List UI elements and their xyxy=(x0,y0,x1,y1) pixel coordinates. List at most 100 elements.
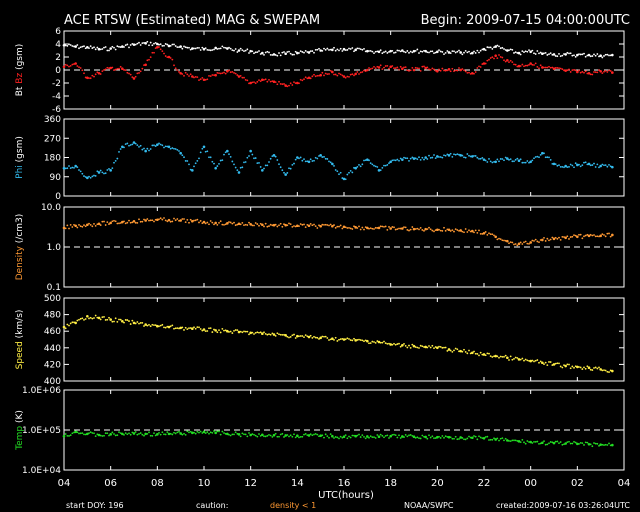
data-point-fill xyxy=(601,443,604,446)
data-point-fill xyxy=(316,157,319,160)
data-point-fill xyxy=(409,346,412,349)
data-point-fill xyxy=(346,173,349,176)
data-point-fill xyxy=(114,160,117,162)
data-point-fill xyxy=(311,337,314,339)
data-point xyxy=(86,223,89,227)
data-point-fill xyxy=(69,64,72,67)
data-point xyxy=(86,76,89,80)
data-point-fill xyxy=(169,44,172,47)
data-point-fill xyxy=(391,159,394,162)
y-tick-label: 0 xyxy=(55,66,61,76)
data-point-fill xyxy=(76,226,79,229)
data-point-fill xyxy=(336,340,339,342)
data-point-fill xyxy=(426,51,429,54)
data-point-fill xyxy=(386,52,389,54)
data-point-fill xyxy=(301,335,304,337)
data-point xyxy=(237,75,241,78)
data-point-fill xyxy=(66,64,69,67)
data-point-fill xyxy=(209,220,212,222)
data-point-fill xyxy=(233,163,235,166)
data-point xyxy=(354,339,357,342)
y-tick-label: 270 xyxy=(44,134,61,144)
data-point-fill xyxy=(201,222,204,225)
data-point-fill xyxy=(183,432,185,435)
data-point-fill xyxy=(534,440,537,443)
data-point-fill xyxy=(103,316,105,318)
data-point-fill xyxy=(198,79,200,82)
data-point-fill xyxy=(601,163,604,166)
data-point-fill xyxy=(596,367,599,370)
data-point-fill xyxy=(268,51,270,54)
y-tick-label: 180 xyxy=(44,154,61,164)
data-point-fill xyxy=(246,156,249,159)
data-point-fill xyxy=(283,223,285,226)
data-point-fill xyxy=(113,433,115,435)
data-point-fill xyxy=(303,78,305,81)
data-point-fill xyxy=(584,367,587,370)
data-point-fill xyxy=(346,337,349,340)
data-point-fill xyxy=(79,46,82,49)
data-point-fill xyxy=(158,43,160,46)
data-point-fill xyxy=(219,331,222,334)
data-point-fill xyxy=(101,220,104,223)
data-point-fill xyxy=(411,66,414,69)
data-point-fill xyxy=(311,50,314,52)
data-point-fill xyxy=(583,161,585,164)
data-point xyxy=(156,218,159,222)
data-point-fill xyxy=(279,333,282,336)
data-point-fill xyxy=(509,355,512,358)
data-point-fill xyxy=(439,50,442,53)
data-point-fill xyxy=(464,228,467,230)
data-point xyxy=(86,45,89,49)
data-point xyxy=(412,344,416,348)
data-point-fill xyxy=(569,442,572,445)
data-point xyxy=(377,50,381,54)
data-point xyxy=(202,145,206,149)
data-point-fill xyxy=(313,433,315,436)
data-point xyxy=(226,222,229,225)
data-point-fill xyxy=(316,336,319,339)
data-point-fill xyxy=(336,74,339,77)
data-point-fill xyxy=(174,432,177,435)
data-point xyxy=(132,321,136,325)
data-point-fill xyxy=(393,433,395,436)
data-point xyxy=(179,326,182,330)
data-point-fill xyxy=(593,367,595,369)
data-point-fill xyxy=(358,73,360,75)
data-point-fill xyxy=(371,227,374,230)
data-point-fill xyxy=(543,66,545,69)
data-point-fill xyxy=(544,51,547,54)
data-point-fill xyxy=(538,361,540,364)
data-point-fill xyxy=(341,50,344,52)
data-point-fill xyxy=(233,433,235,436)
data-point-fill xyxy=(353,225,355,228)
data-point-fill xyxy=(411,156,414,159)
data-point-fill xyxy=(591,445,594,448)
data-point-fill xyxy=(103,46,105,49)
data-point xyxy=(296,334,299,338)
data-point xyxy=(237,330,241,334)
data-point-fill xyxy=(606,232,609,235)
data-point-fill xyxy=(501,46,504,49)
data-point-fill xyxy=(266,80,269,83)
data-point-fill xyxy=(418,228,420,231)
data-point-fill xyxy=(428,51,430,54)
data-point-fill xyxy=(293,81,295,84)
data-point-fill xyxy=(278,333,280,336)
data-point-fill xyxy=(216,48,219,50)
data-point-fill xyxy=(281,169,284,172)
data-point-fill xyxy=(256,51,259,54)
data-point-fill xyxy=(314,432,317,435)
data-point-fill xyxy=(141,321,144,324)
data-point xyxy=(611,233,614,237)
data-point-fill xyxy=(438,68,440,71)
data-point-fill xyxy=(159,217,162,220)
data-point-fill xyxy=(101,48,104,50)
data-point-fill xyxy=(253,157,255,160)
data-point-fill xyxy=(381,225,384,228)
x-tick-label: 06 xyxy=(104,478,117,489)
data-point-fill xyxy=(274,223,277,226)
data-point-fill xyxy=(344,434,347,437)
data-point-fill xyxy=(288,84,290,87)
data-point-fill xyxy=(99,169,102,172)
